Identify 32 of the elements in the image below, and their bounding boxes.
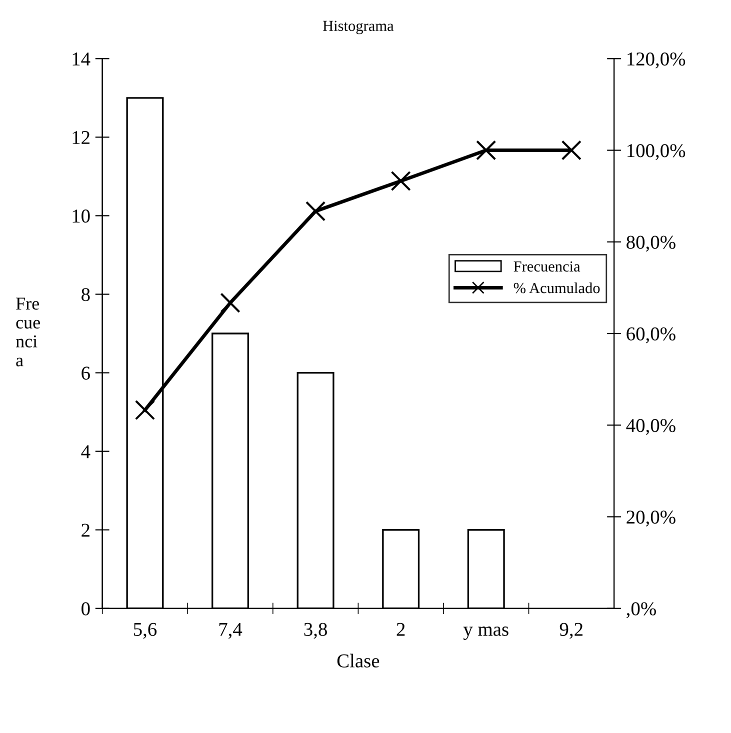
- y-tick-label: 2: [82, 524, 90, 537]
- y-tick-label: 6: [82, 366, 90, 380]
- y-axis-title: Frecuencia: [16, 298, 40, 366]
- x-tick-label: 2: [396, 622, 405, 636]
- y-tick-label: 4: [81, 445, 90, 458]
- y2-tick-label: 100,0%: [628, 144, 686, 160]
- x-axis-title: Clase: [337, 654, 380, 668]
- x-tick-label: 9,2: [560, 622, 582, 639]
- point: [476, 140, 496, 160]
- point: [305, 201, 326, 222]
- y-tick-label: 10: [72, 210, 90, 223]
- y2-tick-label: 40,0%: [626, 418, 676, 435]
- y-tick-label: 8: [82, 288, 90, 302]
- y2-tick-label: ,0%: [626, 602, 656, 618]
- y2-tick-label: 80,0%: [626, 236, 676, 252]
- y2-tick-label: 60,0%: [626, 327, 676, 344]
- y-tick-label: 12: [72, 131, 90, 144]
- point: [561, 140, 582, 160]
- y2-tick-label: 120,0%: [628, 52, 686, 68]
- x-tick-label: 5,6: [134, 622, 157, 639]
- x-tick-label: 7,4: [219, 622, 242, 639]
- x-tick-label: 3,8: [304, 622, 327, 639]
- point: [220, 292, 240, 313]
- y2-tick-label: 20,0%: [626, 510, 676, 526]
- chart-title: Histograma: [322, 20, 394, 34]
- x-tick-label: y mas: [463, 626, 508, 640]
- legend-label: % Acumulado: [514, 282, 600, 294]
- y-tick-label: 14: [72, 52, 90, 66]
- point: [134, 400, 156, 420]
- point: [390, 170, 411, 192]
- y-tick-label: 0: [82, 602, 90, 616]
- legend-label: Frecuencia: [514, 261, 580, 272]
